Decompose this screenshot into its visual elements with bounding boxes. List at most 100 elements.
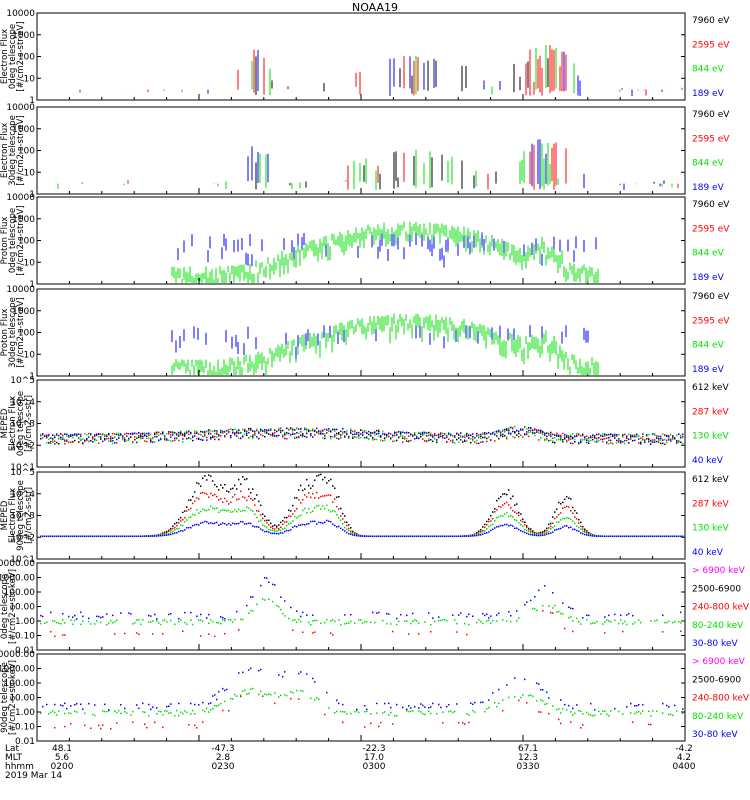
data-mark (224, 620, 226, 622)
data-mark (370, 435, 372, 437)
data-mark (502, 515, 504, 517)
y-tick-label: 1000 (12, 307, 35, 317)
data-mark (186, 623, 188, 625)
data-mark (310, 697, 312, 700)
data-mark (56, 714, 58, 716)
data-mark (638, 535, 640, 538)
data-mark (58, 622, 60, 625)
data-mark (170, 434, 172, 436)
data-mark (582, 530, 584, 533)
data-mark (250, 492, 252, 494)
data-mark (626, 623, 628, 626)
data-mark (574, 712, 576, 714)
data-mark (412, 612, 414, 615)
data-mark (204, 431, 206, 433)
data-mark (150, 439, 152, 442)
data-mark (294, 525, 296, 527)
data-mark (312, 485, 314, 487)
data-mark (234, 432, 236, 434)
data-mark (668, 437, 670, 440)
data-mark (104, 439, 106, 441)
data-mark (292, 691, 294, 694)
data-mark (526, 529, 528, 532)
data-mark (200, 619, 202, 621)
data-mark (62, 705, 64, 707)
data-mark (368, 535, 370, 538)
data-mark (384, 535, 386, 538)
data-mark (458, 434, 460, 436)
data-mark (426, 435, 428, 437)
data-mark (302, 435, 304, 437)
data-mark (262, 529, 264, 531)
data-mark (314, 479, 316, 481)
data-mark (174, 532, 176, 534)
data-mark (106, 710, 108, 713)
legend-entry: 189 eV (692, 89, 725, 99)
data-mark (658, 435, 660, 438)
data-mark (178, 433, 180, 436)
data-mark (632, 623, 634, 625)
data-mark (280, 608, 282, 611)
data-mark (346, 713, 348, 715)
data-mark (574, 528, 576, 531)
data-mark (340, 527, 342, 530)
data-mark (72, 434, 74, 437)
data-mark (666, 441, 668, 444)
data-mark (248, 495, 250, 498)
data-mark (340, 436, 342, 439)
data-mark (326, 482, 328, 484)
data-mark (562, 602, 564, 604)
data-mark (42, 615, 44, 618)
data-mark (160, 623, 162, 626)
data-mark (40, 622, 42, 625)
data-mark (240, 520, 242, 523)
data-mark (444, 433, 446, 436)
data-mark (672, 714, 674, 717)
data-mark (318, 504, 320, 507)
data-mark (478, 530, 480, 532)
legend-entry: 240-800 keV (692, 694, 750, 704)
legend-entry: 2595 eV (692, 40, 730, 50)
data-mark (220, 523, 222, 525)
y-axis-label: Electron Flux (8, 488, 18, 543)
data-mark (276, 530, 278, 532)
data-mark (94, 439, 96, 442)
data-mark (498, 437, 500, 440)
data-mark (164, 436, 166, 439)
data-mark (550, 611, 552, 614)
data-mark (622, 622, 624, 625)
data-mark (74, 619, 76, 622)
data-mark (390, 711, 392, 714)
data-mark (82, 535, 84, 538)
data-mark (578, 443, 580, 445)
data-mark (592, 535, 594, 537)
data-mark (174, 431, 176, 434)
data-mark (556, 508, 558, 511)
data-mark (580, 440, 582, 442)
data-mark (192, 524, 194, 527)
data-mark (626, 614, 628, 616)
data-mark (112, 622, 114, 624)
data-mark (276, 525, 278, 527)
data-mark (250, 609, 252, 612)
y-tick-label: 10.00 (9, 694, 35, 704)
data-mark (84, 724, 86, 727)
data-mark (646, 435, 648, 437)
data-mark (592, 622, 594, 624)
data-mark (616, 434, 618, 436)
data-mark (324, 433, 326, 435)
data-mark (322, 522, 324, 524)
data-mark (230, 436, 232, 439)
data-mark (570, 721, 572, 723)
data-mark (212, 436, 214, 439)
data-mark (586, 618, 588, 621)
data-mark (502, 699, 504, 701)
data-mark (502, 433, 504, 436)
data-mark (454, 710, 456, 713)
data-mark (562, 526, 564, 528)
data-mark (518, 699, 520, 702)
data-mark (106, 623, 108, 626)
data-mark (656, 437, 658, 440)
data-mark (552, 522, 554, 524)
data-mark (68, 436, 70, 438)
